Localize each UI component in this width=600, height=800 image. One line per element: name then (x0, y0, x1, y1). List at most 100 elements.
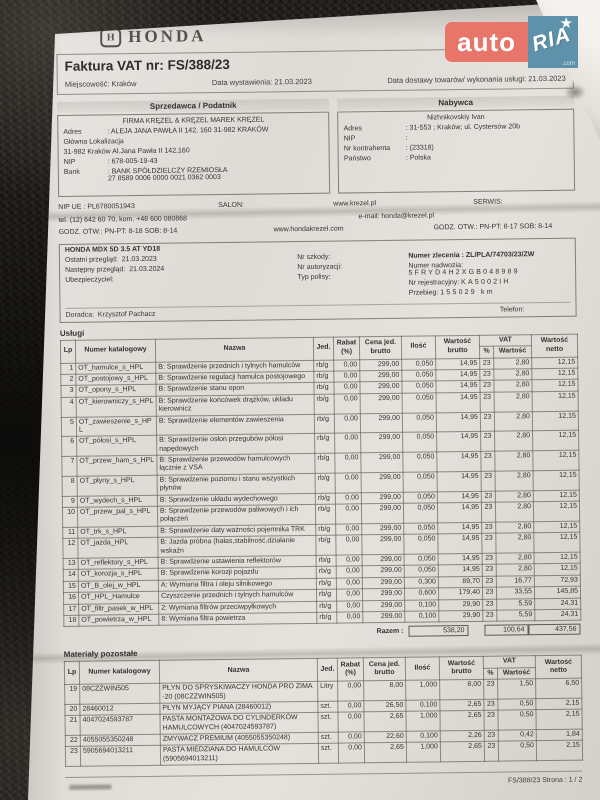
cell-gross: 2,65 (439, 710, 485, 731)
cell-vat-pct: 23 (482, 575, 497, 588)
cell-unit-price: 299,00 (359, 370, 402, 383)
cell-qty: 0,300 (404, 576, 439, 589)
cell-vat-pct: 23 (482, 610, 497, 622)
cell-vat-pct: 23 (479, 369, 494, 381)
cell-net: 12,15 (533, 501, 580, 522)
cell-discount: 0,00 (336, 611, 363, 624)
cell-catalog: OT_opony_s_HPL (75, 384, 157, 398)
cell-net: 12,15 (532, 430, 579, 451)
cell-lp: 19 (64, 684, 80, 705)
cell-name: B: Jazda próbna (hałas,stabilność,działa… (157, 535, 317, 558)
cell-qty: 0,100 (404, 610, 439, 623)
cell-gross: 8,00 (439, 679, 484, 700)
cell-discount: 0,00 (336, 577, 363, 590)
cell-catalog: 28460012 (79, 703, 160, 716)
cell-unit-price: 299,00 (361, 472, 404, 493)
buyer-section: Nabywca Nizhnikovskiy Ivan Adres: 31-553… (337, 95, 576, 194)
cell-vat-pct: 23 (481, 533, 497, 554)
cell-discount: 0,00 (335, 535, 363, 556)
cell-unit-price: 299,00 (362, 554, 405, 567)
cell-qty: 0,050 (401, 369, 436, 382)
cell-gross: 2,26 (440, 730, 485, 743)
cell-net: 6,50 (535, 678, 582, 699)
col-name: Nazwa (159, 658, 318, 684)
seller-website-2: www.hondakrezel.com (273, 225, 344, 234)
cell-net: 12,15 (532, 410, 579, 432)
seller-address-label: Adres (63, 128, 82, 136)
cell-qty: 0,050 (403, 522, 438, 535)
cell-gross: 14,95 (436, 392, 481, 413)
cell-vat-value: 0,50 (497, 698, 536, 711)
cell-lp: 21 (65, 715, 81, 736)
cell-net: 2,15 (535, 709, 583, 730)
cell-unit: rb/g (314, 433, 335, 454)
cell-unit: rb/g (316, 612, 337, 624)
cell-discount: 0,00 (337, 712, 365, 733)
cell-name: B: Sprawdzenie przewodów paliwowych i ic… (157, 504, 316, 527)
registration-number: KA5002IH (461, 278, 511, 286)
cell-unit: szt. (317, 700, 338, 713)
cell-net: 24,31 (534, 597, 581, 610)
cell-gross: 14,95 (438, 553, 483, 566)
col-vat-pct: % (483, 667, 498, 680)
col-net: Wartość netto (535, 655, 582, 679)
cell-unit-price: 299,00 (359, 358, 402, 371)
cell-catalog: OT_trk_s_HPL (77, 526, 158, 539)
cell-lp: 10 (62, 507, 78, 528)
col-lp: Lp (60, 340, 76, 364)
buyer-address-label: Adres (343, 125, 362, 133)
col-vat-pct: % (479, 346, 494, 358)
ria-wordmark: RIA (529, 22, 574, 57)
cell-unit: Litry (317, 681, 338, 702)
cell-vat-pct: 23 (484, 741, 499, 762)
order-number: : ZL/PLA/74703/23/ZW (461, 250, 535, 259)
cell-unit: rb/g (316, 555, 337, 567)
cell-vat-pct: 23 (479, 357, 494, 370)
cell-vat-value: 2,80 (495, 521, 534, 534)
col-discount: Rabat (%) (337, 658, 364, 682)
next-service-date: 21.03.2024 (129, 265, 165, 273)
cell-catalog: 4055055350248 (80, 734, 161, 747)
cell-gross: 14,95 (435, 369, 480, 382)
cell-vat-value: 5,59 (496, 609, 535, 622)
cell-gross: 2,65 (440, 741, 485, 763)
cell-vat-value: 2,80 (494, 391, 533, 412)
col-unit: Jed. (317, 658, 338, 682)
cell-vat-value: 0,42 (498, 729, 537, 742)
cell-unit-price: 2,65 (364, 742, 407, 764)
cell-catalog: OT_jazda_HPL (77, 537, 159, 559)
cell-vat-pct: 23 (480, 411, 495, 432)
cell-discount: 0,00 (335, 523, 362, 536)
cell-lp: 12 (62, 538, 79, 559)
cell-qty: 0,600 (404, 588, 439, 600)
cell-qty: 1,000 (405, 711, 441, 732)
phone-label: Telefon: (499, 306, 525, 314)
paper-smudge (564, 84, 586, 100)
buyer-nip-label: NIP (343, 135, 356, 143)
vehicle-box: HONDA MDX 5D 3.5 AT YD18 Ostatni przeglą… (58, 237, 577, 323)
cell-discount: 0,00 (338, 743, 365, 764)
cell-unit-price: 299,00 (360, 412, 403, 434)
buyer-country-label: Państwo (343, 155, 371, 163)
cell-unit: rb/g (314, 393, 335, 414)
cell-vat-value: 2,80 (495, 490, 534, 503)
cell-discount: 0,00 (334, 413, 361, 434)
cell-vat-value: 1,50 (497, 678, 536, 700)
services-total-row: Razem : 538,20 100,64 437,56 (63, 623, 581, 641)
honda-wordmark: HONDA (128, 26, 207, 47)
cell-name: B: Sprawdzenie elementów zawieszenia (156, 413, 315, 436)
cell-gross: 14,95 (438, 564, 483, 577)
cell-discount: 0,00 (335, 472, 362, 493)
cell-unit: rb/g (316, 600, 337, 613)
cell-gross: 14,95 (437, 522, 482, 535)
cell-qty: 0,050 (403, 502, 438, 524)
cell-unit-price: 22,60 (364, 731, 407, 744)
cell-vat-pct: 23 (481, 490, 496, 503)
cell-lp: 11 (62, 527, 78, 539)
cell-qty: 0,100 (406, 730, 441, 743)
cell-discount: 0,00 (337, 680, 364, 701)
cell-vat-pct: 23 (483, 699, 498, 711)
col-vat-value: Wartość (493, 345, 532, 358)
seller-bank-account: 27 8589 0006 0000 0021 0362 0003 (107, 173, 221, 183)
